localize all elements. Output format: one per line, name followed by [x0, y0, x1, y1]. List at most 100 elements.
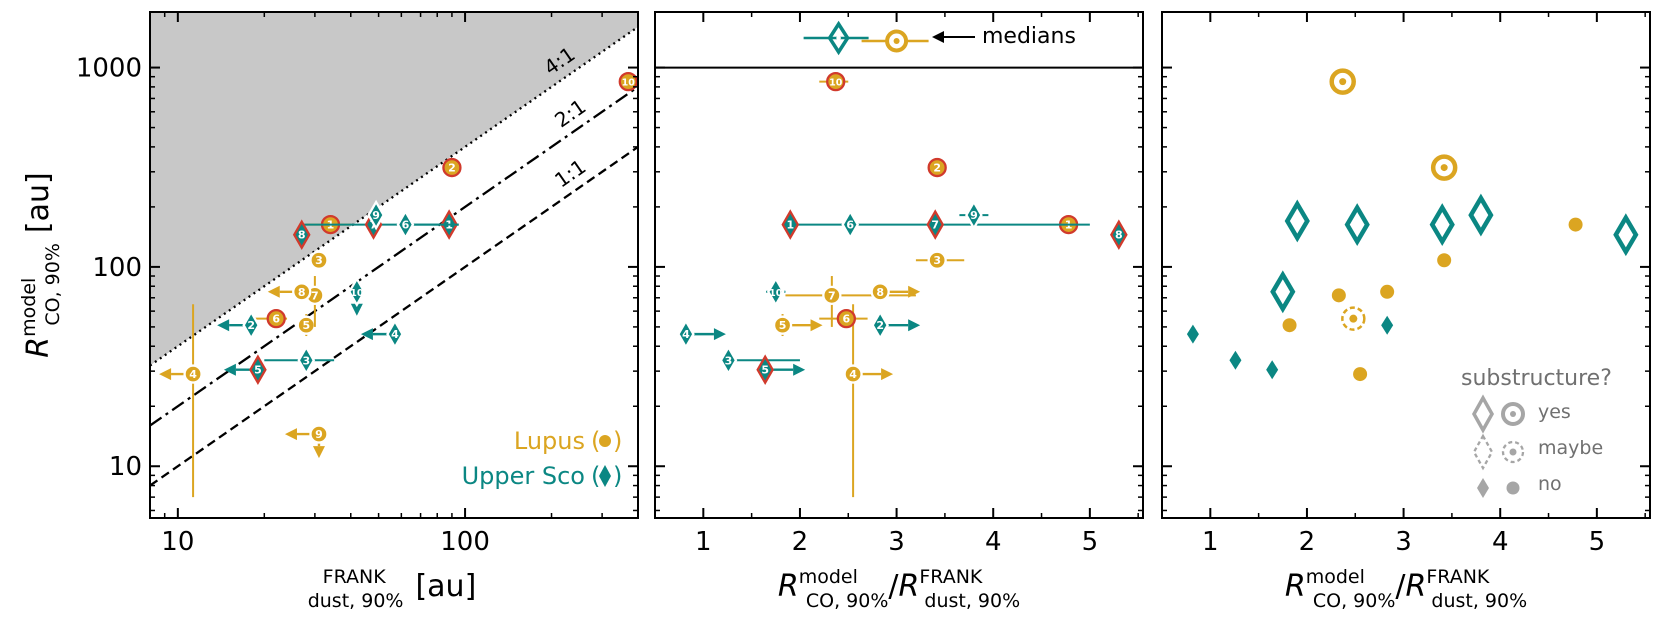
usco-disk-marker-yes	[1429, 203, 1455, 247]
lupus-disk-marker	[183, 364, 203, 384]
point-id-label: 7	[828, 289, 836, 302]
limit-arrow-head	[908, 285, 921, 298]
x-tick-label: 4	[985, 527, 1002, 557]
x-tick-label: 3	[1395, 527, 1412, 557]
legend-usco-paren: )	[613, 462, 622, 490]
usco-disk-marker	[249, 354, 267, 386]
median-usco-marker	[827, 20, 850, 56]
limit-arrow-head	[284, 428, 297, 441]
point-id-label: 8	[876, 286, 884, 299]
median-usco-marker-inner	[836, 34, 842, 42]
lupus-disk-marker	[870, 282, 890, 302]
point-id-label: 3	[315, 254, 323, 267]
panel3-points	[1186, 68, 1639, 498]
legend-usco-marker	[599, 465, 611, 487]
usco-disk-marker	[719, 344, 738, 376]
point-id-label: 7	[931, 219, 939, 232]
legend-circle-maybe-dot	[1509, 448, 1517, 456]
point-id-label: 2	[247, 319, 255, 332]
limit-arrow-head	[159, 368, 172, 381]
panel1-plot-area: 4:12:11:1	[150, 12, 638, 487]
point-id-label: 5	[254, 364, 262, 377]
usco-disk-marker	[677, 318, 695, 350]
point-id-label: 2	[933, 162, 941, 175]
lupus-disk-marker-yes-dot	[1339, 78, 1347, 86]
panel1-points: 1234567891012345678910	[159, 71, 638, 498]
ratio-line-label: 1:1	[550, 154, 590, 192]
panel2-x-axis-label: Rmodel CO, 90%/RFRANK dust, 90%	[778, 566, 1020, 612]
lupus-disk-marker	[292, 282, 312, 302]
usco-disk-marker	[965, 199, 983, 231]
limit-arrow-head	[360, 328, 373, 341]
panel1-legend: Lupus Upper Sco	[462, 427, 585, 490]
point-id-label: 9	[372, 209, 380, 222]
limit-arrow-head	[350, 303, 363, 316]
usco-disk-marker	[242, 309, 260, 341]
point-id-label: 2	[448, 162, 456, 175]
legend-lupus-paren: )	[613, 427, 622, 455]
x-tick-label: 100	[440, 527, 490, 557]
usco-disk-marker	[348, 276, 366, 308]
usco-disk-marker	[756, 354, 774, 386]
point-id-label: 5	[761, 364, 769, 377]
usco-disk-marker-no	[1266, 360, 1279, 380]
usco-disk-marker-yes	[1468, 193, 1494, 237]
point-id-label: 2	[876, 319, 884, 332]
legend-usco-paren: (	[591, 462, 600, 490]
usco-disk-marker-no	[1186, 324, 1199, 344]
point-id-label: 4	[391, 328, 399, 341]
legend-circle-no	[1506, 481, 1520, 495]
lupus-disk-marker-no	[1353, 367, 1368, 382]
legend-usco-label: Upper Sco	[462, 462, 585, 490]
lupus-disk-marker	[822, 285, 842, 305]
x-tick-label: 2	[792, 527, 809, 557]
substructure-legend: substructure? yes maybe no	[1461, 366, 1612, 495]
medians-label: medians	[982, 24, 1076, 49]
x-tick-label: 10	[161, 527, 194, 557]
usco-disk-marker	[841, 209, 860, 240]
medians-arrow-head	[932, 31, 944, 43]
point-id-label: 10	[622, 78, 636, 89]
x-tick-label: 5	[1082, 527, 1099, 557]
panel2-points: 123456781012345678910	[677, 71, 1128, 498]
lupus-disk-marker	[826, 71, 846, 92]
limit-arrow-head	[881, 368, 894, 381]
limit-arrow-head	[223, 363, 236, 376]
lupus-disk-marker	[309, 250, 329, 270]
lupus-disk-marker	[266, 309, 286, 329]
lupus-disk-marker	[843, 364, 863, 384]
lupus-disk-marker	[927, 250, 947, 270]
legend-lupus-label: Lupus	[514, 427, 585, 455]
point-id-label: 8	[298, 286, 306, 299]
lupus-disk-marker	[772, 315, 793, 335]
lupus-disk-marker	[836, 309, 856, 329]
legend-lupus-paren: (	[591, 427, 600, 455]
lupus-disk-marker-yes-dot	[1440, 164, 1448, 172]
usco-disk-marker	[1110, 219, 1128, 251]
point-id-label: 9	[315, 428, 323, 441]
point-id-label: 7	[311, 289, 319, 302]
point-id-label: 1	[786, 219, 794, 232]
usco-disk-marker	[292, 219, 311, 251]
point-id-label: 8	[1115, 229, 1123, 242]
point-id-label: 6	[846, 219, 854, 232]
shaded-excluded-region	[150, 12, 638, 366]
lupus-disk-marker	[442, 157, 462, 178]
point-id-label: 4	[682, 328, 690, 341]
lupus-disk-marker-no	[1331, 288, 1346, 303]
point-id-label: 3	[302, 354, 310, 367]
lupus-disk-marker-no	[1282, 318, 1297, 333]
panel1-x-axis-label: FRANK dust, 90% [au]	[308, 566, 477, 612]
y-tick-label: 100	[92, 253, 142, 283]
usco-disk-marker-no	[1381, 315, 1394, 335]
usco-disk-marker-yes	[1270, 270, 1296, 314]
point-id-label: 10	[350, 288, 364, 299]
point-id-label: 10	[829, 78, 843, 89]
usco-disk-marker-no	[1229, 350, 1242, 370]
usco-disk-marker-yes	[1284, 199, 1310, 243]
point-id-label: 3	[725, 354, 733, 367]
panel2-frame	[654, 11, 1144, 519]
limit-arrow-head	[312, 446, 325, 459]
